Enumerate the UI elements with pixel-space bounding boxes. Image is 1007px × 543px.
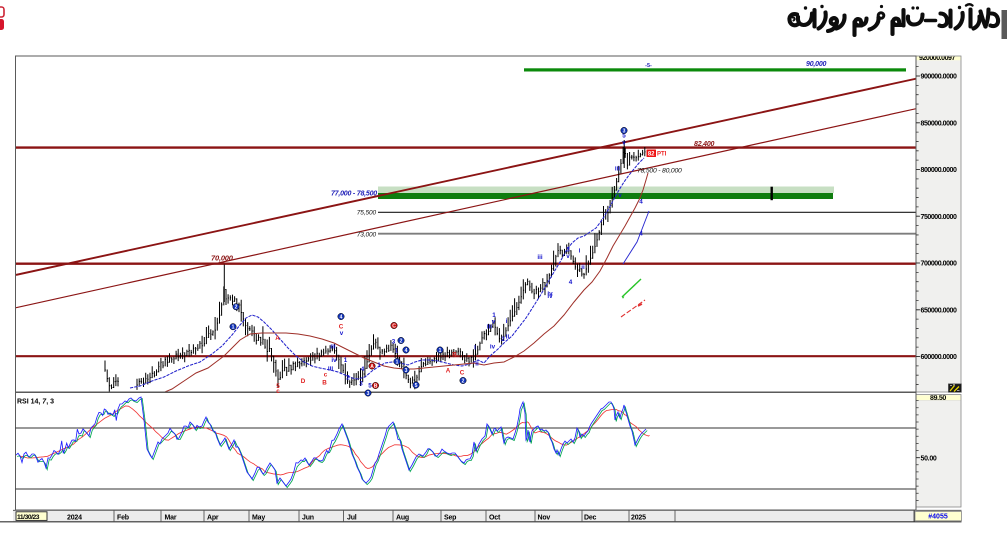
svg-text:82: 82 bbox=[648, 152, 655, 158]
svg-text:v: v bbox=[622, 140, 626, 147]
svg-text:4: 4 bbox=[361, 366, 365, 373]
svg-text:50.00: 50.00 bbox=[921, 455, 937, 462]
svg-text:v: v bbox=[618, 192, 622, 199]
svg-text:4: 4 bbox=[405, 348, 408, 354]
svg-text:11/30/23: 11/30/23 bbox=[17, 514, 40, 521]
svg-text:v: v bbox=[492, 319, 496, 326]
svg-text:1: 1 bbox=[439, 348, 442, 354]
svg-text:ii: ii bbox=[475, 361, 479, 368]
svg-text:-5-: -5- bbox=[645, 63, 652, 69]
svg-text:4: 4 bbox=[340, 315, 343, 321]
svg-text:73,000: 73,000 bbox=[357, 232, 377, 239]
svg-text:Aug: Aug bbox=[396, 514, 409, 521]
svg-text:Dec: Dec bbox=[584, 514, 597, 521]
svg-text:800000.0000: 800000.0000 bbox=[921, 167, 957, 174]
svg-text:Jul: Jul bbox=[347, 514, 357, 521]
svg-text:D: D bbox=[301, 378, 306, 385]
svg-text:2: 2 bbox=[346, 375, 350, 382]
svg-text:2: 2 bbox=[501, 336, 505, 343]
svg-text:C: C bbox=[339, 324, 344, 331]
svg-text:750000.0000: 750000.0000 bbox=[921, 214, 957, 221]
svg-text:1: 1 bbox=[344, 357, 348, 364]
svg-text:2: 2 bbox=[400, 339, 403, 345]
svg-text:89.50: 89.50 bbox=[930, 395, 946, 402]
svg-text:iii: iii bbox=[487, 324, 492, 331]
svg-text:3: 3 bbox=[359, 381, 363, 388]
svg-text:1: 1 bbox=[396, 360, 399, 366]
svg-text:PTI: PTI bbox=[657, 152, 667, 158]
svg-text:B: B bbox=[374, 384, 378, 390]
svg-text:C: C bbox=[392, 324, 396, 330]
svg-text:600000.0000: 600000.0000 bbox=[921, 354, 957, 361]
svg-text:Mar: Mar bbox=[165, 514, 177, 521]
svg-text:C: C bbox=[460, 370, 465, 377]
svg-text:77,000 - 78,500: 77,000 - 78,500 bbox=[331, 191, 377, 198]
svg-text:70,000: 70,000 bbox=[211, 253, 234, 262]
svg-text:Nov: Nov bbox=[538, 514, 551, 521]
svg-text:Jun: Jun bbox=[302, 514, 314, 521]
svg-text:5: 5 bbox=[622, 133, 626, 140]
svg-text:RSI 14, 7, 3: RSI 14, 7, 3 bbox=[17, 399, 54, 406]
svg-text:2: 2 bbox=[462, 379, 465, 385]
svg-text:A: A bbox=[275, 335, 280, 342]
svg-text:1: 1 bbox=[377, 362, 381, 369]
svg-text:A: A bbox=[370, 364, 374, 370]
svg-text:iii: iii bbox=[537, 254, 542, 261]
svg-text:v: v bbox=[566, 253, 570, 260]
svg-text:A: A bbox=[446, 368, 451, 375]
svg-text:iii: iii bbox=[328, 366, 333, 373]
svg-text:920000.0097: 920000.0097 bbox=[919, 55, 955, 62]
svg-text:3: 3 bbox=[405, 368, 408, 374]
svg-text:May: May bbox=[252, 514, 265, 521]
svg-text:iv: iv bbox=[547, 291, 553, 298]
svg-text:iv: iv bbox=[490, 344, 496, 351]
svg-text:Apr: Apr bbox=[207, 514, 219, 521]
svg-text:78,500 - 80,000: 78,500 - 80,000 bbox=[637, 168, 682, 175]
svg-text:i: i bbox=[506, 318, 508, 325]
svg-text:3: 3 bbox=[392, 339, 396, 346]
svg-text:ii: ii bbox=[581, 264, 585, 271]
svg-text:3: 3 bbox=[623, 129, 626, 135]
svg-text:1: 1 bbox=[232, 325, 235, 331]
svg-text:4: 4 bbox=[639, 231, 643, 238]
svg-text:Oct: Oct bbox=[489, 514, 501, 521]
svg-text:#4055: #4055 bbox=[928, 514, 948, 521]
svg-text:850000.0000: 850000.0000 bbox=[921, 120, 957, 127]
svg-text:5: 5 bbox=[368, 383, 372, 390]
svg-text:B: B bbox=[322, 380, 327, 387]
svg-text:3: 3 bbox=[367, 391, 370, 397]
svg-text:75,500: 75,500 bbox=[357, 210, 377, 217]
svg-text:2025: 2025 bbox=[631, 514, 646, 521]
svg-text:5: 5 bbox=[276, 383, 280, 390]
svg-text:82,400: 82,400 bbox=[694, 141, 715, 148]
svg-text:650000.0000: 650000.0000 bbox=[921, 307, 957, 314]
svg-text:4: 4 bbox=[569, 279, 573, 286]
svg-text:iv: iv bbox=[547, 293, 553, 300]
svg-text:4: 4 bbox=[639, 199, 643, 206]
svg-text:90,000: 90,000 bbox=[806, 61, 827, 68]
svg-text:i: i bbox=[579, 248, 581, 255]
svg-text:5: 5 bbox=[415, 383, 418, 389]
svg-text:v: v bbox=[340, 330, 344, 337]
svg-text:900000.0000: 900000.0000 bbox=[921, 74, 957, 81]
svg-text:iii: iii bbox=[615, 166, 620, 173]
svg-text:c: c bbox=[276, 388, 280, 395]
svg-text:Feb: Feb bbox=[117, 514, 129, 521]
svg-text:I: I bbox=[474, 345, 476, 352]
svg-text:iv: iv bbox=[331, 357, 337, 364]
svg-text:1: 1 bbox=[395, 348, 399, 355]
svg-text:3: 3 bbox=[566, 247, 570, 254]
svg-text:Sep: Sep bbox=[444, 514, 456, 521]
svg-text:B: B bbox=[452, 352, 457, 359]
svg-text:c: c bbox=[324, 372, 328, 379]
svg-text:2: 2 bbox=[235, 305, 238, 311]
svg-text:2024: 2024 bbox=[67, 514, 82, 521]
svg-text:ii: ii bbox=[506, 334, 510, 341]
svg-text:iii: iii bbox=[330, 344, 335, 351]
svg-text:700000.0000: 700000.0000 bbox=[921, 261, 957, 268]
svg-text:1: 1 bbox=[492, 312, 496, 319]
